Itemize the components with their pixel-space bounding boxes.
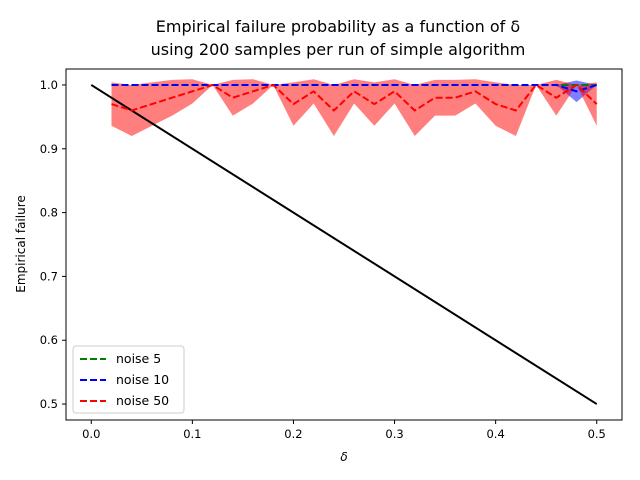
legend: noise 5 noise 10 noise 50 bbox=[72, 345, 185, 414]
line-series-2 bbox=[111, 83, 598, 112]
x-tick-label: 0.3 bbox=[385, 427, 403, 441]
band-series-2 bbox=[111, 79, 597, 137]
y-tick-label: 0.7 bbox=[40, 269, 58, 283]
reference-line bbox=[90, 84, 598, 405]
x-tick-label: 0.0 bbox=[82, 427, 100, 441]
x-tick-label: 0.1 bbox=[183, 427, 201, 441]
legend-box bbox=[72, 345, 185, 414]
line-series-1 bbox=[111, 83, 598, 93]
legend-entry: noise 50 bbox=[116, 393, 169, 408]
plot-frame bbox=[65, 68, 623, 421]
plot-area bbox=[90, 79, 598, 405]
x-tick-label: 0.4 bbox=[486, 427, 504, 441]
x-tick-label: 0.5 bbox=[588, 427, 606, 441]
y-tick-label: 1.0 bbox=[40, 78, 58, 92]
chart-title-line2: using 200 samples per run of simple algo… bbox=[151, 40, 526, 59]
y-tick-label: 0.5 bbox=[40, 397, 58, 411]
legend-entry: noise 5 bbox=[116, 351, 161, 366]
x-axis-label: δ bbox=[340, 450, 347, 464]
chart-title-line1: Empirical failure probability as a funct… bbox=[156, 17, 520, 36]
y-axis: 0.5 0.6 0.7 0.8 0.9 1.0 bbox=[40, 78, 66, 411]
y-tick-label: 0.8 bbox=[40, 206, 58, 220]
x-axis: 0.0 0.1 0.2 0.3 0.4 0.5 bbox=[82, 420, 606, 441]
y-tick-label: 0.9 bbox=[40, 142, 58, 156]
y-axis-label: Empirical failure bbox=[14, 195, 28, 293]
y-tick-label: 0.6 bbox=[40, 333, 58, 347]
legend-entry: noise 10 bbox=[116, 372, 169, 387]
x-tick-label: 0.2 bbox=[284, 427, 302, 441]
